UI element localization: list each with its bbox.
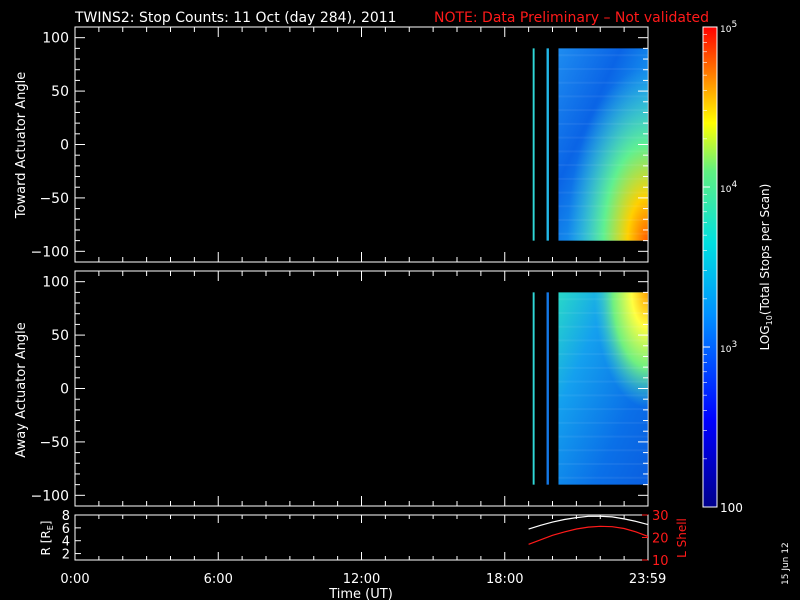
y-tick-label-left: 4 bbox=[62, 535, 70, 550]
y-tick-label: −50 bbox=[39, 435, 69, 451]
y-tick-label: −50 bbox=[39, 191, 69, 207]
heatmap-block bbox=[546, 48, 549, 241]
y-tick-label: 0 bbox=[60, 138, 69, 154]
y-tick-label: 100 bbox=[42, 275, 69, 291]
heatmap-block bbox=[546, 292, 549, 485]
chart-title: TWINS2: Stop Counts: 11 Oct (day 284), 2… bbox=[74, 10, 397, 26]
y-tick-label-left: 8 bbox=[62, 509, 70, 524]
heatmap-block bbox=[532, 292, 535, 485]
y-tick-label-right: 10 bbox=[652, 554, 669, 569]
colorbar-label: LOG10(Total Stops per Scan) bbox=[758, 184, 774, 351]
lshell-line bbox=[528, 525, 649, 545]
y-tick-label-left: 6 bbox=[62, 522, 70, 537]
colorbar-tick-label: 104 bbox=[720, 180, 737, 195]
y-tick-label: 100 bbox=[42, 31, 69, 47]
heatmap-block bbox=[532, 48, 535, 241]
y-tick-label-left: 2 bbox=[62, 548, 70, 563]
y-tick-label-right: 30 bbox=[652, 509, 669, 524]
colorbar: 105 104 103 100 LOG10(Total Stops per Scan) bbox=[702, 20, 774, 515]
panel-away-ylabel: Away Actuator Angle bbox=[14, 322, 29, 457]
x-tick-label: 12:00 bbox=[343, 572, 380, 587]
orbit-ylabel-left: R [RE] bbox=[39, 521, 55, 556]
y-tick-label: −100 bbox=[31, 244, 69, 260]
x-tick-label: 6:00 bbox=[204, 572, 233, 587]
x-tick-label: 0:00 bbox=[60, 572, 89, 587]
heatmap-hotspot bbox=[558, 48, 648, 241]
heatmap-hotspot bbox=[558, 292, 648, 485]
y-tick-label: 50 bbox=[51, 328, 69, 344]
y-tick-label: 50 bbox=[51, 84, 69, 100]
colorbar-gradient bbox=[703, 27, 717, 507]
y-tick-label: 0 bbox=[60, 382, 69, 398]
radius-line bbox=[528, 515, 649, 530]
panel-toward-ylabel: Toward Actuator Angle bbox=[14, 72, 29, 219]
panel-away: −100 −50 0 50 100 Away Actuator Angle bbox=[14, 270, 649, 507]
preliminary-note: NOTE: Data Preliminary – Not validated bbox=[434, 10, 709, 26]
render-date: 15 Jun 12 bbox=[781, 542, 791, 585]
panel-toward: −100 −50 0 50 100 Toward Actuator Angle bbox=[14, 26, 649, 263]
x-axis-label: Time (UT) bbox=[328, 587, 393, 600]
y-tick-label-right: 20 bbox=[652, 532, 669, 547]
x-tick-label: 23:59 bbox=[629, 572, 666, 587]
colorbar-tick-label: 100 bbox=[720, 501, 743, 515]
orbit-ylabel-right: L Shell bbox=[675, 518, 689, 558]
x-tick-label: 18:00 bbox=[486, 572, 523, 587]
y-tick-label: −100 bbox=[31, 488, 69, 504]
colorbar-tick-label: 105 bbox=[720, 20, 737, 35]
colorbar-tick-label: 103 bbox=[720, 340, 737, 355]
